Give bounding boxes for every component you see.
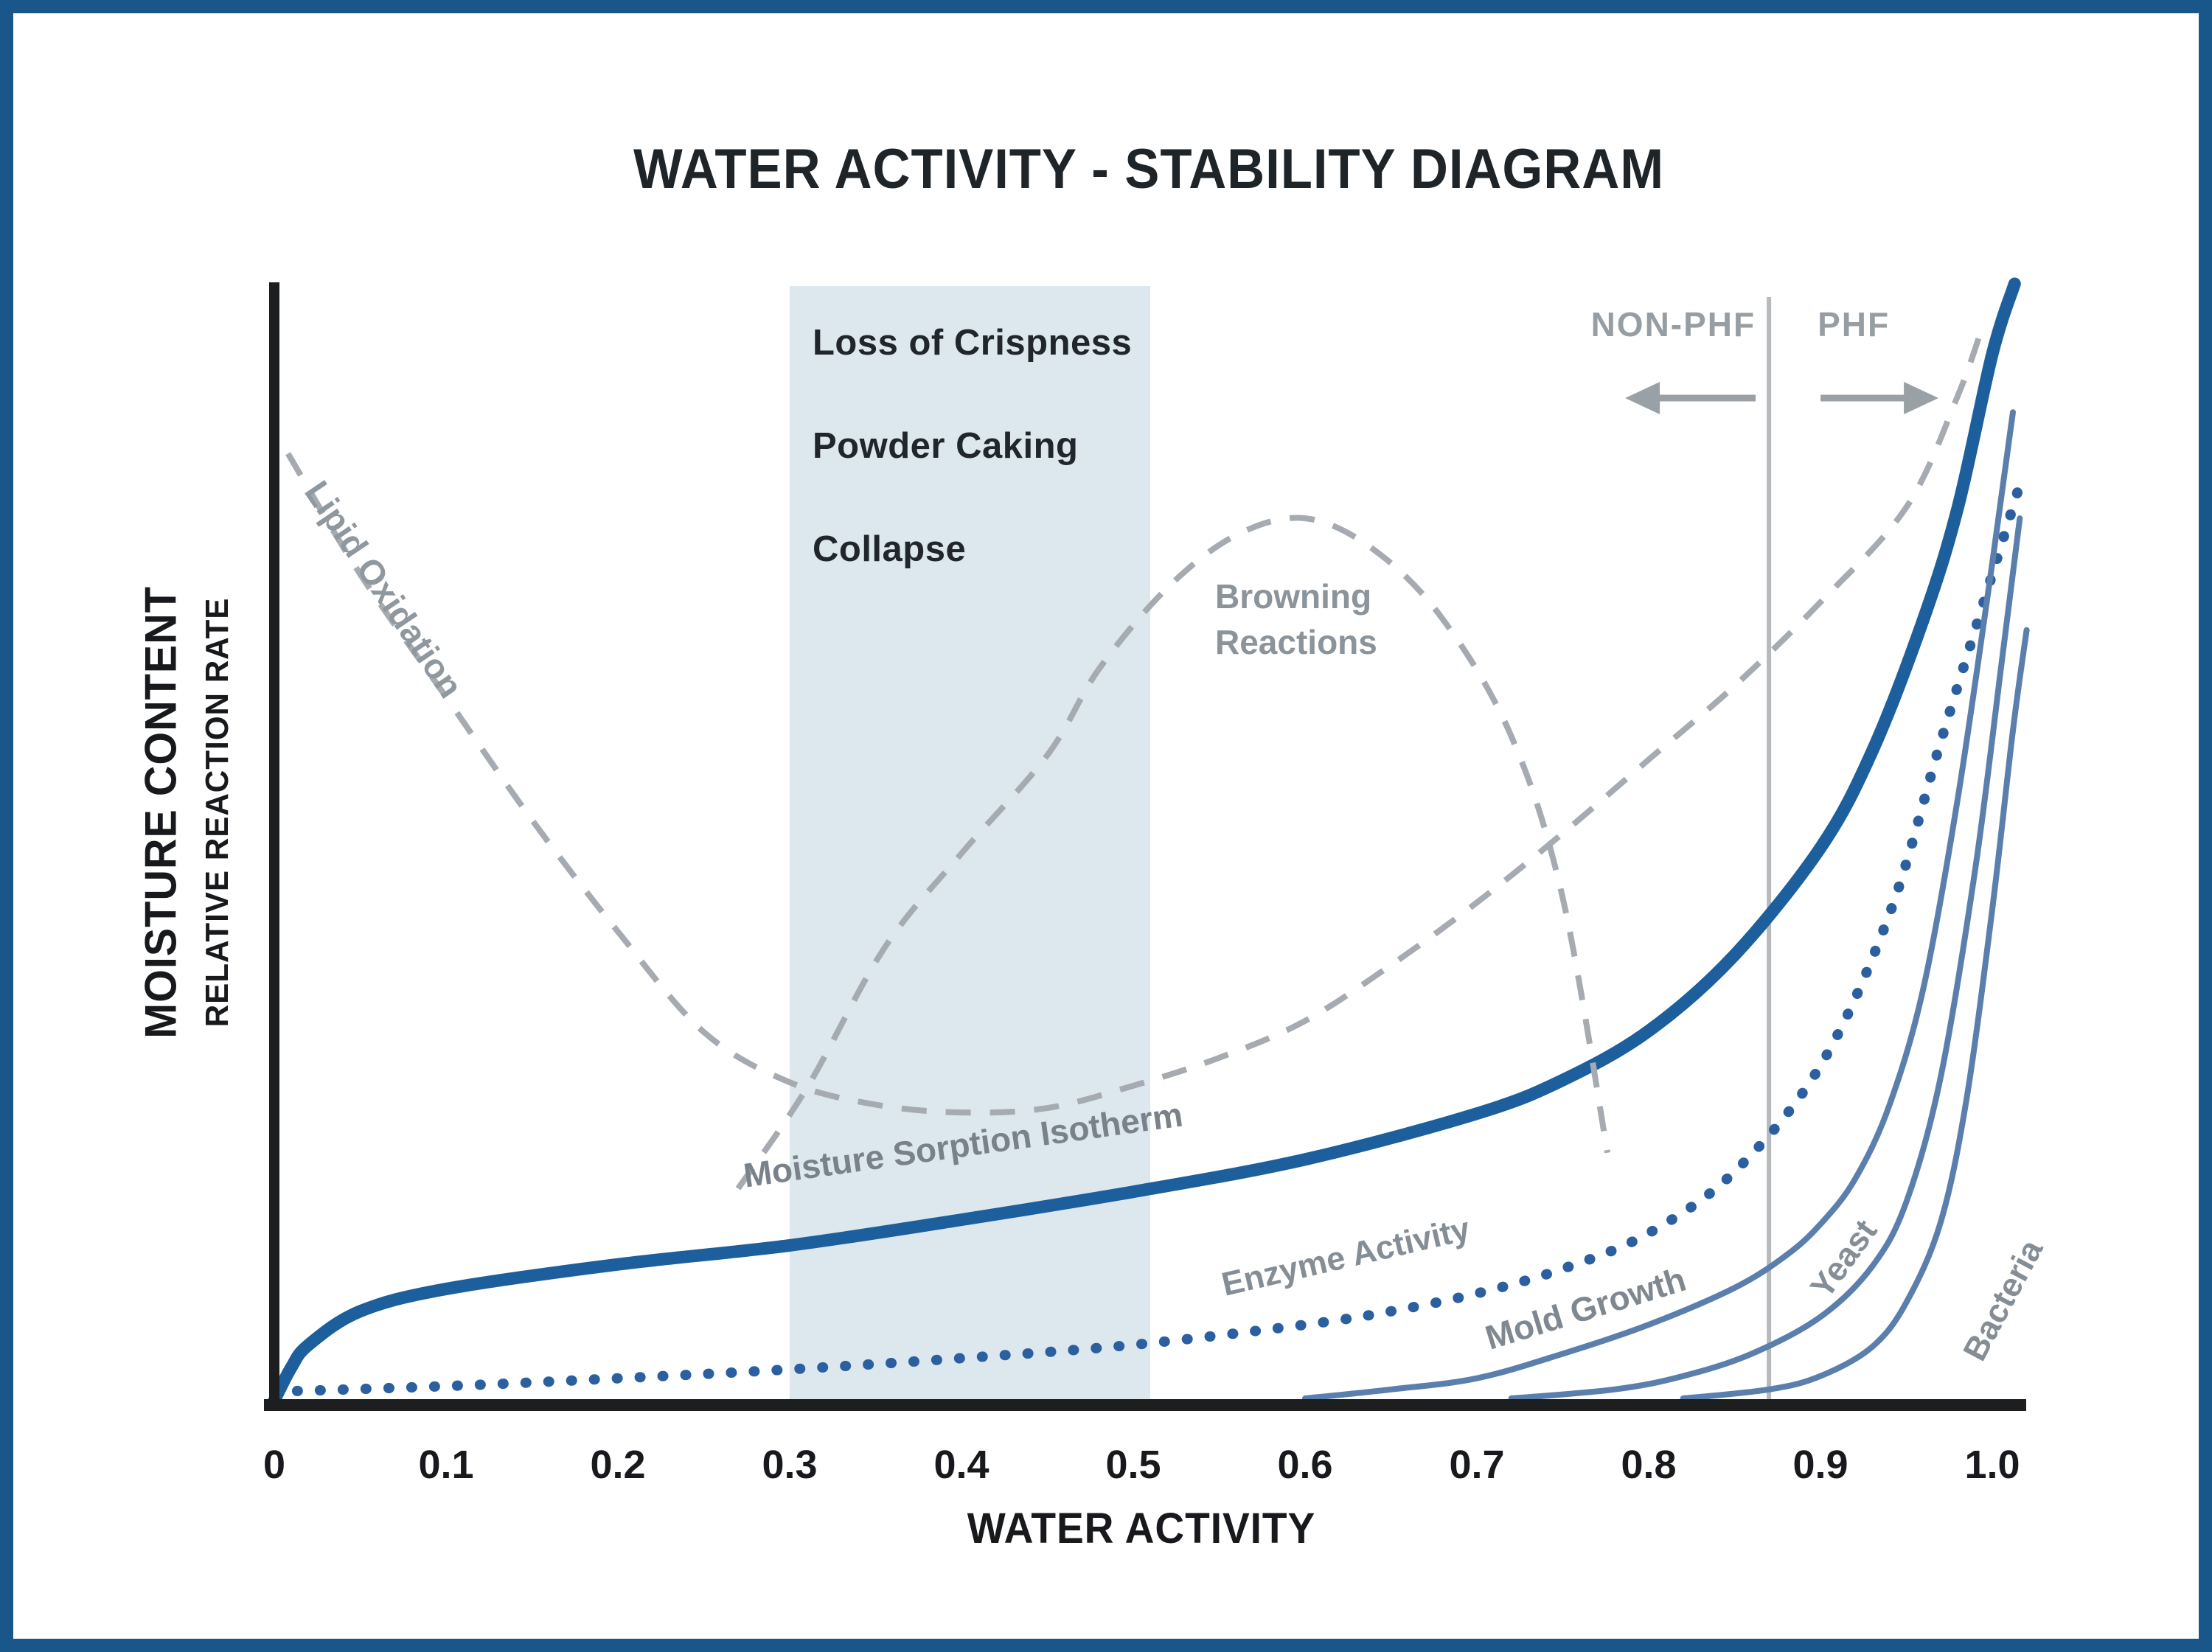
x-tick-label: 0.5 [1105,1443,1161,1487]
yeast-label: Yeast [1803,1212,1885,1305]
x-tick-label: 0.3 [762,1443,818,1487]
non-phf-arrow-icon [1625,382,1756,414]
enzyme-activity-curve [269,468,2028,1397]
band-label: Collapse [813,529,967,569]
lipid-oxidation-curve [285,321,1987,1116]
moisture-sorption-isotherm-curve [268,277,2021,1407]
browning-reactions-label: Browning Reactions [1215,577,1377,662]
phf-arrow-icon [1820,382,1939,414]
x-tick-label: 0.1 [418,1443,474,1487]
lipid-oxidation-label: Lipid Oxidation [297,473,471,705]
x-tick-label: 0.9 [1792,1443,1848,1487]
mold-growth-label: Mold Growth [1481,1259,1691,1357]
x-tick-label: 0 [262,1443,286,1487]
x-axis-title: WATER ACTIVITY [967,1505,1316,1552]
x-tick-label: 0.7 [1449,1443,1505,1487]
x-tick-label: 0.2 [590,1443,646,1487]
phf-label: PHF [1818,305,1891,344]
bacteria-label: Bacteria [1955,1233,2051,1367]
chart-title: WATER ACTIVITY - STABILITY DIAGRAM [633,138,1665,201]
y-axis-title-primary: MOISTURE CONTENT [136,586,186,1039]
yeast-curve [1508,515,2023,1401]
browning-reactions-curve [735,515,1611,1191]
band-label: Powder Caking [813,426,1079,466]
moisture-sorption-isotherm-label: Moisture Sorption Isotherm [741,1095,1186,1195]
bacteria-curve [1680,627,2030,1401]
y-axis-title-secondary: RELATIVE REACTION RATE [199,597,235,1028]
mold-growth-curve [1302,409,2016,1401]
x-tick-label: 0.4 [933,1443,990,1487]
band-label: Loss of Crispness [813,323,1133,363]
non-phf-label: NON-PHF [1590,305,1756,344]
x-tick-label: 0.8 [1621,1443,1677,1487]
x-tick-label: 1.0 [1964,1443,2020,1487]
curves-group [268,277,2030,1407]
enzyme-activity-label: Enzyme Activity [1218,1209,1474,1303]
x-tick-label: 0.6 [1277,1443,1333,1487]
